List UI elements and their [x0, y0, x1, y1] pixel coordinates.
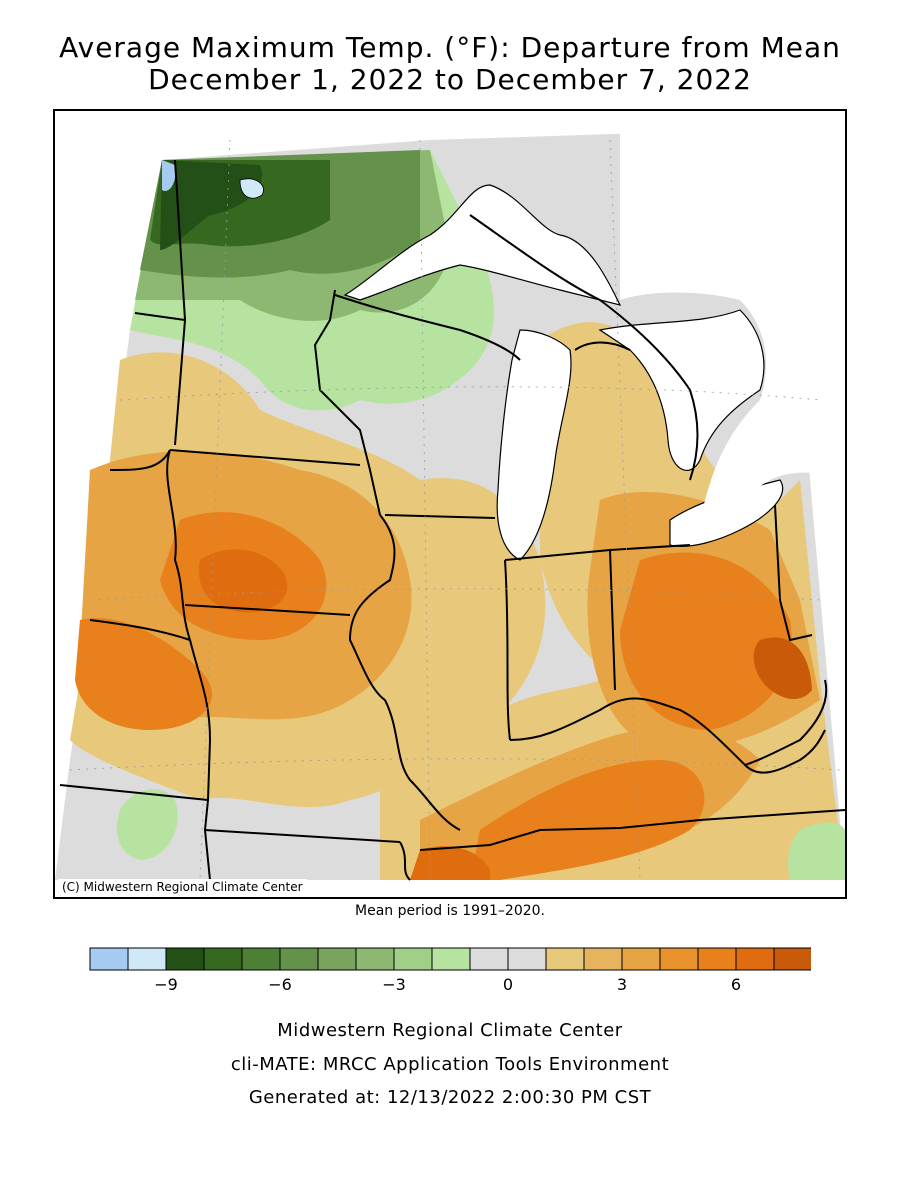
legend-swatch	[621, 947, 661, 971]
warm-field-kentucky-core	[470, 760, 705, 880]
legend-tick-label: 3	[616, 975, 628, 994]
warm-field-missouri-west	[75, 618, 212, 730]
lat-lon-grid	[69, 139, 841, 881]
legend-swatch	[507, 947, 547, 971]
legend-swatch	[469, 947, 509, 971]
legend-tick-label: −3	[382, 975, 406, 994]
legend-swatch	[659, 947, 699, 971]
footer-tool: cli-MATE: MRCC Application Tools Environ…	[230, 1054, 670, 1075]
legend-swatch	[393, 947, 433, 971]
legend-swatch	[431, 947, 471, 971]
lake-superior	[343, 184, 622, 306]
warm-field-ohio-core	[620, 552, 792, 730]
legend-swatch	[241, 947, 281, 971]
warm-field-wv-max	[753, 637, 812, 700]
cool-field-ne-corner	[788, 822, 845, 880]
map-frame	[53, 109, 847, 899]
warm-field-iowa-max	[199, 549, 288, 613]
legend-colorbar	[89, 947, 811, 971]
legend-swatch	[317, 947, 357, 971]
legend-swatch	[355, 947, 395, 971]
legend-swatch	[697, 947, 737, 971]
temperature-departure-map	[55, 111, 845, 881]
map-title: Average Maximum Temp. (°F): Departure fr…	[59, 31, 841, 64]
legend-tick-label: 0	[502, 975, 514, 994]
legend-tick-label: 6	[730, 975, 742, 994]
legend-swatch	[773, 947, 811, 971]
legend-swatch	[545, 947, 585, 971]
warm-field-tn-max	[410, 846, 490, 880]
legend-swatch	[203, 947, 243, 971]
legend-swatch	[735, 947, 775, 971]
legend-tick-labels: −9 −6 −3 0 3 6	[0, 975, 900, 999]
legend-swatch	[89, 947, 129, 971]
legend-swatch	[127, 947, 167, 971]
legend-tick-label: −6	[268, 975, 292, 994]
lake-huron	[598, 309, 765, 471]
lake-winnipeg-area	[239, 178, 264, 199]
cool-field-mn-5	[160, 160, 262, 250]
footer-organization: Midwestern Regional Climate Center	[277, 1020, 623, 1041]
legend-tick-label: −9	[154, 975, 178, 994]
footer-generated: Generated at: 12/13/2022 2:00:30 PM CST	[248, 1087, 652, 1108]
legend-swatch	[583, 947, 623, 971]
cool-field-north-tip	[162, 160, 176, 191]
cool-field-nebraska	[116, 789, 178, 860]
ontario-land	[620, 111, 845, 520]
mean-period-note: Mean period is 1991–2020.	[355, 903, 545, 919]
legend-swatch	[279, 947, 319, 971]
legend-swatch	[165, 947, 205, 971]
state-boundaries	[59, 159, 845, 881]
map-copyright: (C) Midwestern Regional Climate Center	[58, 879, 307, 895]
map-date-range: December 1, 2022 to December 7, 2022	[148, 63, 752, 96]
